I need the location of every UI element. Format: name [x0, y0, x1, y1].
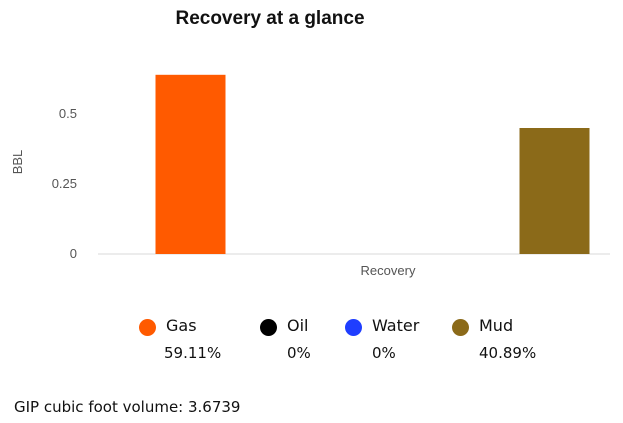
bar-group: [155, 74, 590, 254]
legend-swatch-oil: [260, 319, 277, 336]
legend-swatch-water: [345, 319, 362, 336]
legend-item-gas[interactable]: Gas 59.11%: [139, 314, 249, 370]
legend-percent-oil: 0%: [287, 344, 311, 362]
y-tick-label: 0.5: [59, 106, 77, 121]
legend-label-oil: Oil: [287, 316, 309, 335]
legend-label-gas: Gas: [166, 316, 197, 335]
y-axis-title: BBL: [10, 150, 25, 175]
legend-swatch-gas: [139, 319, 156, 336]
legend-item-mud[interactable]: Mud 40.89%: [452, 314, 562, 370]
legend: Gas 59.11% Oil 0% Water 0% Mud 40.89%: [0, 314, 623, 374]
gip-volume-text: GIP cubic foot volume: 3.6739: [14, 398, 241, 416]
legend-label-mud: Mud: [479, 316, 514, 335]
y-tick-label: 0: [70, 246, 77, 261]
legend-percent-mud: 40.89%: [479, 344, 537, 362]
legend-item-oil[interactable]: Oil 0%: [260, 314, 370, 370]
bar-mud[interactable]: [519, 128, 590, 254]
legend-label-water: Water: [372, 316, 420, 335]
bar-gas[interactable]: [155, 74, 226, 254]
y-tick-label: 0.25: [52, 176, 77, 191]
recovery-chart: Recovery at a glance 0 0.25 0.5 BBL Recove…: [10, 8, 610, 278]
legend-item-water[interactable]: Water 0%: [345, 314, 455, 370]
x-axis-title: Recovery: [361, 263, 416, 278]
legend-percent-gas: 59.11%: [164, 344, 222, 362]
chart-title: Recovery at a glance: [175, 8, 364, 29]
y-axis-ticks: 0 0.25 0.5: [52, 106, 77, 261]
legend-percent-water: 0%: [372, 344, 396, 362]
legend-swatch-mud: [452, 319, 469, 336]
